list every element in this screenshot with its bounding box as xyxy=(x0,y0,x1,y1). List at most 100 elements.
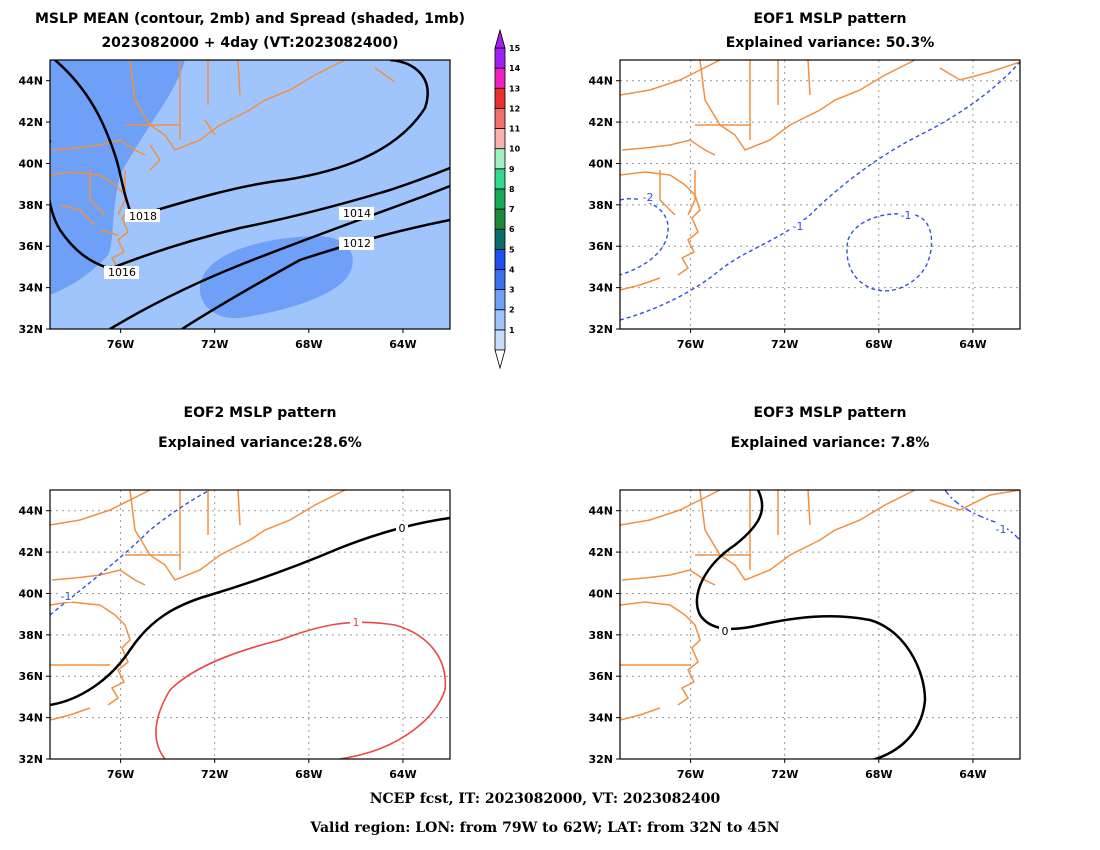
colorbar-label: 14 xyxy=(509,64,521,73)
colorbar-label: 2 xyxy=(509,306,515,315)
colorbar-label: 8 xyxy=(509,185,515,194)
x-tick-label: 68W xyxy=(295,338,322,351)
y-tick-label: 42N xyxy=(588,116,613,129)
colorbar-label: 12 xyxy=(509,104,520,113)
mean-subtitle: 2023082000 + 4day (VT:2023082400) xyxy=(101,35,398,51)
eof3-title: EOF3 MSLP pattern xyxy=(754,405,907,421)
y-tick-label: 34N xyxy=(18,712,43,725)
x-tick-label: 64W xyxy=(389,338,416,351)
colorbar-swatch xyxy=(494,208,506,230)
y-tick-label: 34N xyxy=(588,282,613,295)
eof3-contour-neg1 xyxy=(944,490,1020,541)
eof2-subtitle: Explained variance:28.6% xyxy=(158,435,362,451)
y-tick-label: 44N xyxy=(588,505,613,518)
y-tick-label: 44N xyxy=(588,75,613,88)
x-tick-label: 64W xyxy=(959,338,986,351)
eof3-label-zero: 0 xyxy=(722,625,729,638)
y-tick-label: 36N xyxy=(588,670,613,683)
contour-label-1018: 1018 xyxy=(129,210,157,223)
y-tick-label: 32N xyxy=(18,323,43,336)
x-tick-label: 76W xyxy=(107,768,134,781)
y-tick-label: 34N xyxy=(588,712,613,725)
y-tick-label: 34N xyxy=(18,282,43,295)
eof1-subtitle: Explained variance: 50.3% xyxy=(726,35,935,51)
colorbar-swatch xyxy=(494,329,506,351)
y-tick-label: 40N xyxy=(18,157,43,170)
y-tick-label: 38N xyxy=(18,629,43,642)
y-tick-label: 44N xyxy=(18,505,43,518)
y-tick-label: 42N xyxy=(588,546,613,559)
colorbar-label: 4 xyxy=(509,265,515,274)
colorbar-label: 3 xyxy=(509,286,515,295)
colorbar-label: 9 xyxy=(509,165,515,174)
eof1-title: EOF1 MSLP pattern xyxy=(754,11,907,27)
spread-shade-level-3-west xyxy=(50,60,185,295)
y-tick-label: 40N xyxy=(18,587,43,600)
colorbar-swatch xyxy=(494,228,506,250)
y-tick-label: 36N xyxy=(18,240,43,253)
eof1-panel: -2 -1 -1 76W 72W 68W 64W 32N 34N 36N 38N 40N 42N 4… xyxy=(588,59,1021,351)
x-tick-label: 76W xyxy=(677,768,704,781)
mean-panel: 1018 1016 1014 1012 76W 72W 68W 64W 32N 34N 36… xyxy=(18,59,451,351)
footer-line-2: Valid region: LON: from 79W to 62W; LAT:… xyxy=(309,820,779,836)
x-tick-label: 72W xyxy=(771,338,798,351)
colorbar-swatch xyxy=(494,87,506,109)
y-tick-label: 40N xyxy=(588,587,613,600)
eof2-label-zero: 0 xyxy=(399,522,406,535)
colorbar-swatch xyxy=(494,248,506,270)
eof2-contour-neg1 xyxy=(50,490,211,616)
eof3-contour-zero xyxy=(695,490,927,759)
colorbar-swatch xyxy=(494,289,506,311)
y-tick-label: 36N xyxy=(18,670,43,683)
contour-label-1014: 1014 xyxy=(343,207,371,220)
colorbar-top-arrow xyxy=(494,28,506,49)
y-tick-label: 40N xyxy=(588,157,613,170)
colorbar-swatch xyxy=(494,269,506,291)
x-tick-label: 76W xyxy=(677,338,704,351)
x-tick-label: 72W xyxy=(201,768,228,781)
footer-line-1: NCEP fcst, IT: 2023082000, VT: 202308240… xyxy=(370,791,721,807)
contour-label-1016: 1016 xyxy=(108,266,136,279)
x-tick-label: 72W xyxy=(771,768,798,781)
mean-title: MSLP MEAN (contour, 2mb) and Spread (sha… xyxy=(35,11,465,27)
x-tick-label: 72W xyxy=(201,338,228,351)
colorbar-label: 5 xyxy=(509,245,515,254)
y-tick-label: 36N xyxy=(588,240,613,253)
eof2-title: EOF2 MSLP pattern xyxy=(184,405,337,421)
x-tick-label: 68W xyxy=(295,768,322,781)
eof3-subtitle: Explained variance: 7.8% xyxy=(731,435,930,451)
x-tick-label: 68W xyxy=(865,768,892,781)
colorbar-label: 11 xyxy=(509,125,521,134)
x-tick-label: 76W xyxy=(107,338,134,351)
y-tick-label: 38N xyxy=(588,629,613,642)
y-tick-label: 32N xyxy=(18,753,43,766)
x-tick-label: 64W xyxy=(389,768,416,781)
eof2-panel: -1 0 1 76W 72W 68W 64W 32N 34N 36N 38N 40N 42N 44N xyxy=(18,489,451,781)
colorbar-label: 1 xyxy=(509,326,515,335)
contour-label-1012: 1012 xyxy=(343,237,371,250)
eof2-contour-pos1 xyxy=(155,621,447,759)
x-tick-label: 64W xyxy=(959,768,986,781)
colorbar-swatch xyxy=(494,309,506,331)
eof3-label-neg1: -1 xyxy=(996,523,1007,536)
colorbar-swatch xyxy=(494,188,506,210)
colorbar-swatch xyxy=(494,168,506,190)
y-tick-label: 38N xyxy=(18,199,43,212)
y-tick-label: 42N xyxy=(18,116,43,129)
y-tick-label: 32N xyxy=(588,323,613,336)
colorbar-swatch xyxy=(494,148,506,170)
colorbar-swatch xyxy=(494,47,506,69)
eof2-label-neg1: -1 xyxy=(61,590,72,603)
y-tick-label: 42N xyxy=(18,546,43,559)
colorbar-bottom-arrow xyxy=(494,349,506,370)
y-tick-label: 32N xyxy=(588,753,613,766)
colorbar-label: 13 xyxy=(509,84,520,93)
eof1-label-neg1-b: -1 xyxy=(901,209,912,222)
colorbar-swatch xyxy=(494,108,506,129)
eof1-label-neg2: -2 xyxy=(643,191,654,204)
eof2-label-pos1: 1 xyxy=(353,616,360,629)
x-tick-label: 68W xyxy=(865,338,892,351)
colorbar-swatch xyxy=(494,67,506,89)
